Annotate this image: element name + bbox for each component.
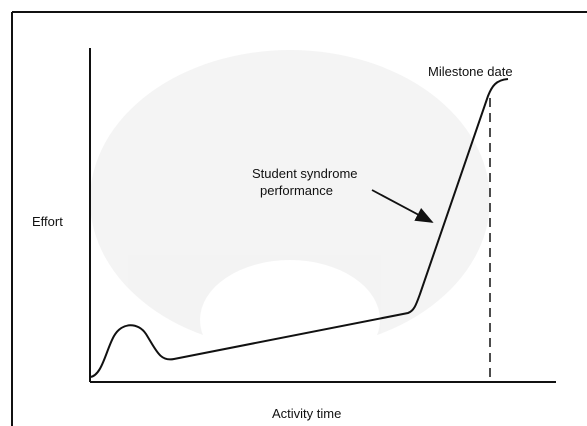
diagram: Milestone date Student syndrome performa… (0, 0, 587, 426)
y-axis-label: Effort (32, 214, 63, 229)
milestone-label: Milestone date (428, 64, 513, 79)
curve-label: performance (260, 183, 333, 198)
x-axis-label: Activity time (272, 406, 341, 421)
curve-label: Student syndrome (252, 166, 358, 181)
